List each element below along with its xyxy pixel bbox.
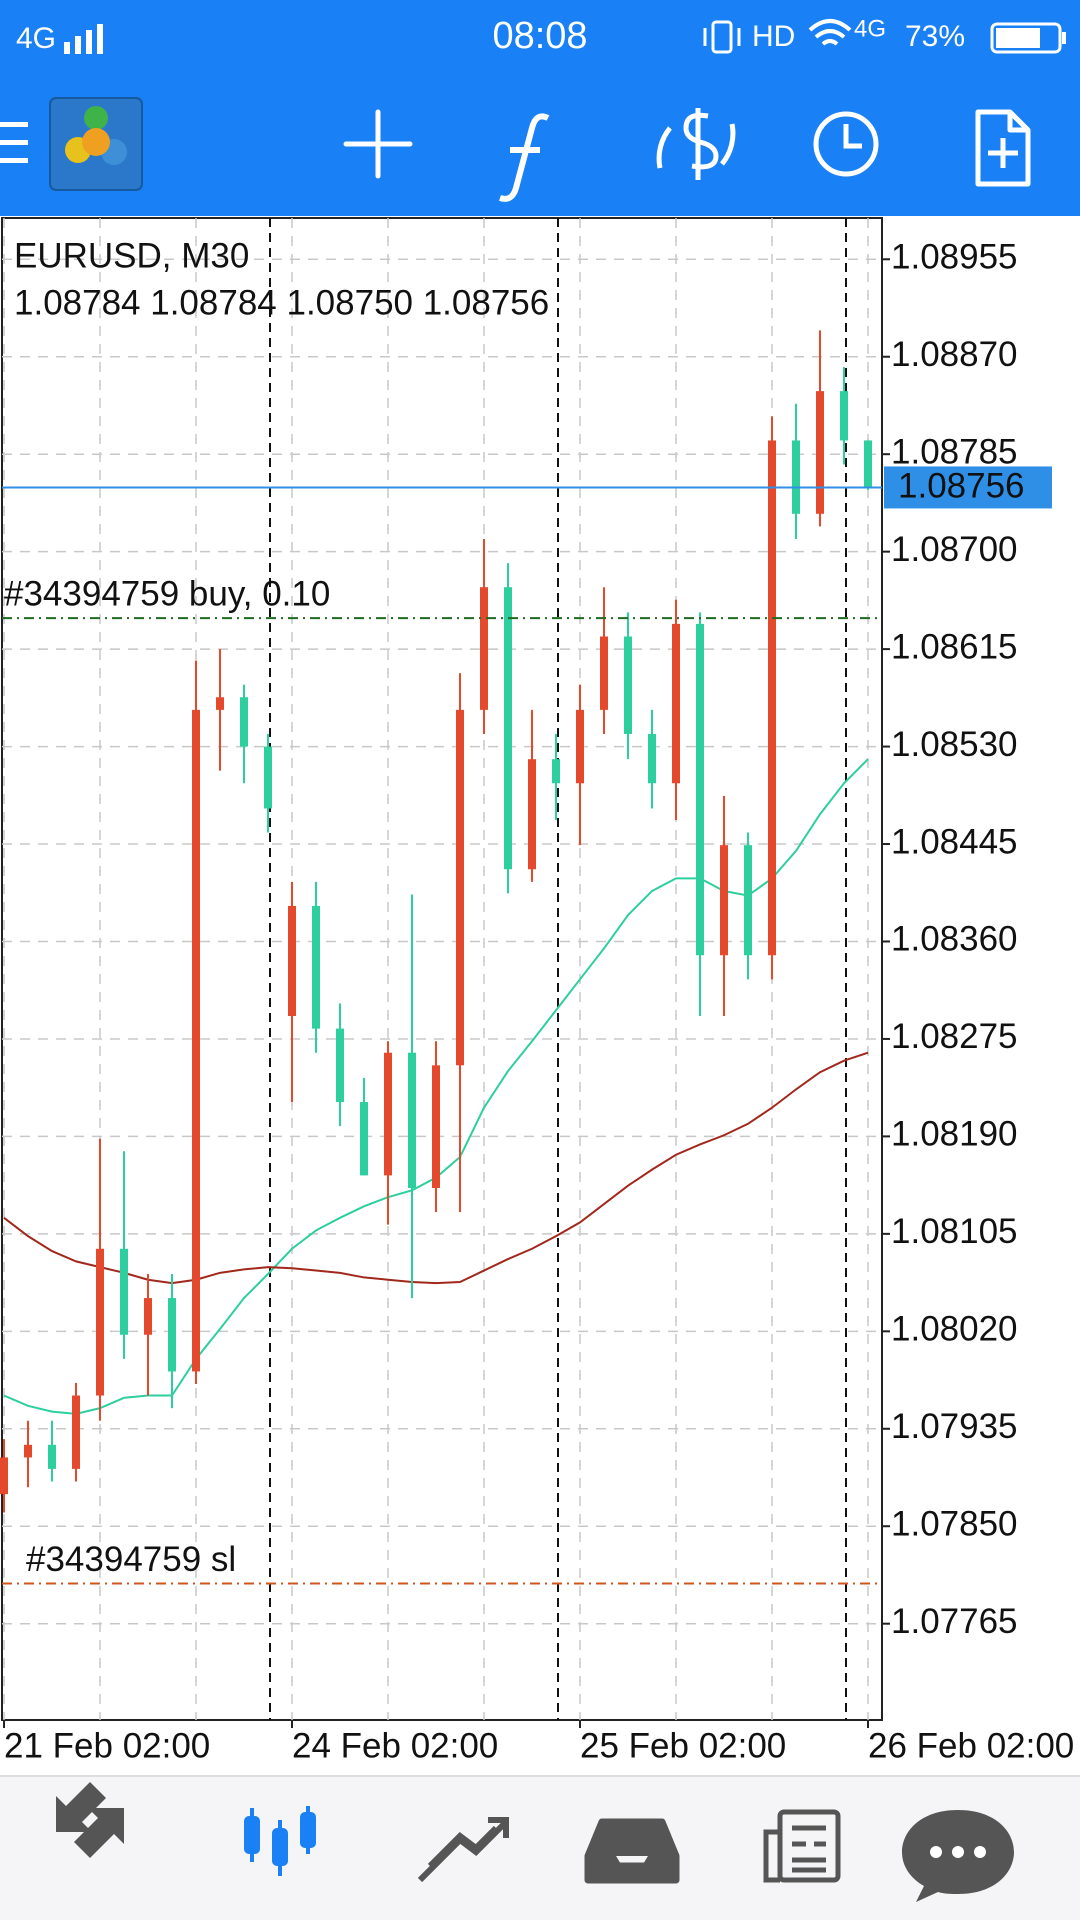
app-header xyxy=(0,0,1080,216)
menu-button[interactable] xyxy=(0,122,28,163)
hd: HD xyxy=(752,20,795,53)
candle-body xyxy=(432,1065,440,1188)
candle-body xyxy=(288,905,296,1017)
candle-body xyxy=(600,636,608,710)
candle-body xyxy=(792,440,800,514)
y-tick-label: 1.08020 xyxy=(891,1310,1018,1349)
y-tick-label: 1.07765 xyxy=(891,1602,1018,1641)
y-tick-label: 1.08615 xyxy=(891,627,1018,666)
history-button[interactable] xyxy=(813,111,879,177)
candle-body xyxy=(144,1298,152,1335)
network2: 4G xyxy=(854,15,886,42)
candle-body xyxy=(360,1102,368,1176)
y-tick-label: 1.08190 xyxy=(891,1115,1018,1154)
candle-body xyxy=(408,1052,416,1188)
bid-label: 1.08756 xyxy=(898,467,1025,506)
candle-body xyxy=(120,1248,128,1335)
bid-box xyxy=(884,466,1052,509)
candle-body xyxy=(864,440,872,488)
app-logo[interactable] xyxy=(49,97,143,191)
candle-body xyxy=(240,697,248,747)
candle-body xyxy=(504,587,512,870)
indicators-button[interactable] xyxy=(499,113,550,202)
candle-body xyxy=(336,1028,344,1103)
y-tick-label: 1.07850 xyxy=(891,1504,1018,1543)
crosshair-button[interactable] xyxy=(343,109,413,179)
chart: 1.08955 1.08870 1.08785 1.08700 1.08615 1.085… xyxy=(0,217,1074,1765)
candle-body xyxy=(168,1298,176,1372)
candle-body xyxy=(624,636,632,734)
tab-bar xyxy=(0,1776,1080,1920)
candle-body xyxy=(216,697,224,710)
y-tick-label: 1.08530 xyxy=(891,725,1018,764)
candle-body xyxy=(72,1395,80,1469)
news-tab[interactable] xyxy=(763,1809,841,1883)
order-label: #34394759 buy, 0.10 xyxy=(4,574,330,613)
signal-icon xyxy=(64,24,103,54)
candle-body xyxy=(384,1052,392,1176)
clock: 08:08 xyxy=(492,15,587,57)
candle-body xyxy=(672,623,680,784)
wifi-icon xyxy=(808,19,852,46)
candle-body xyxy=(696,623,704,956)
candle-body xyxy=(528,759,536,870)
plot-frame xyxy=(1,217,883,1721)
x-tick-label: 26 Feb 02:00 xyxy=(868,1726,1074,1765)
candle-body xyxy=(552,759,560,784)
candle-body xyxy=(96,1248,104,1396)
candle-body xyxy=(840,391,848,441)
candle-body xyxy=(768,440,776,956)
x-tick-label: 21 Feb 02:00 xyxy=(4,1726,210,1765)
vibrate-icon xyxy=(703,20,741,54)
trade-tab[interactable] xyxy=(417,1817,509,1883)
y-tick-label: 1.08870 xyxy=(891,335,1018,374)
candle-body xyxy=(456,709,464,1066)
candle-body xyxy=(576,709,584,784)
chat-tab[interactable] xyxy=(902,1810,1014,1902)
battery: 73% xyxy=(905,20,965,53)
candle-body xyxy=(192,709,200,1372)
new-order-button[interactable] xyxy=(975,109,1031,187)
candle-body xyxy=(48,1444,56,1469)
chart-tab[interactable] xyxy=(244,1806,316,1876)
candle-body xyxy=(480,587,488,710)
trade-button[interactable] xyxy=(656,108,736,180)
y-tick-label: 1.07935 xyxy=(891,1407,1018,1446)
y-tick-label: 1.08275 xyxy=(891,1017,1018,1056)
y-tick-label: 1.08700 xyxy=(891,530,1018,569)
network: 4G xyxy=(16,22,56,55)
y-tick-label: 1.08445 xyxy=(891,822,1018,861)
y-tick-label: 1.08955 xyxy=(891,238,1018,277)
candle-body xyxy=(312,905,320,1029)
order-label: #34394759 sl xyxy=(26,1540,236,1579)
candle-body xyxy=(648,733,656,784)
candle-body xyxy=(24,1444,32,1458)
y-tick-label: 1.08785 xyxy=(891,432,1018,471)
mailbox-tab[interactable] xyxy=(584,1818,680,1884)
x-tick-label: 25 Feb 02:00 xyxy=(580,1726,786,1765)
y-tick-label: 1.08105 xyxy=(891,1212,1018,1251)
candle-body xyxy=(0,1457,8,1495)
battery-icon xyxy=(990,22,1066,54)
candle-body xyxy=(720,845,728,956)
quotes-tab[interactable] xyxy=(56,1782,124,1858)
candle-body xyxy=(816,391,824,514)
symbol: EURUSD, M30 xyxy=(14,236,249,275)
y-tick-label: 1.08360 xyxy=(891,920,1018,959)
ohlc-text: 1.08784 1.08784 1.08750 1.08756 xyxy=(14,283,549,322)
candle-body xyxy=(264,746,272,809)
candle-body xyxy=(744,845,752,956)
x-tick-label: 24 Feb 02:00 xyxy=(292,1726,498,1765)
